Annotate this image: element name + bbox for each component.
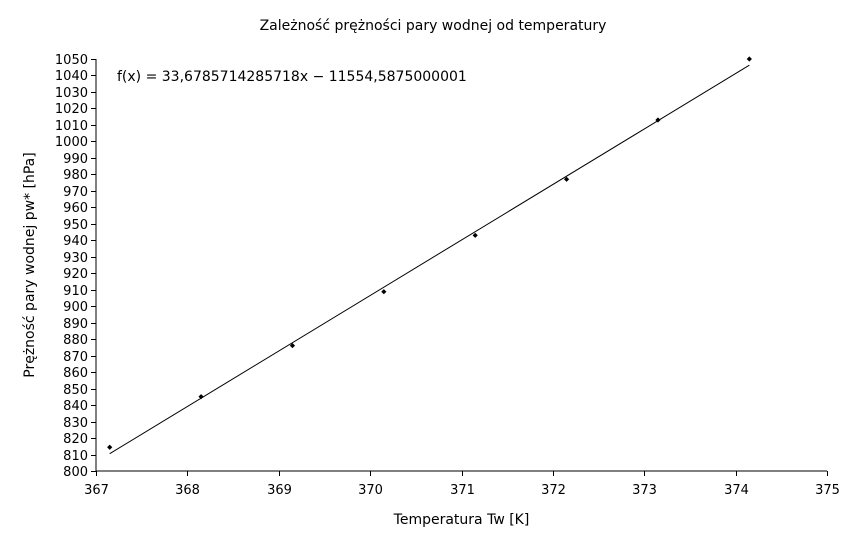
trendline-path — [109, 64, 750, 455]
data-point — [746, 56, 752, 62]
y-tick-label: 890 — [63, 317, 88, 332]
data-point — [289, 342, 296, 349]
y-tick-label: 960 — [63, 201, 88, 216]
y-tick-label: 810 — [63, 449, 88, 464]
y-tick-label: 850 — [63, 383, 88, 398]
y-tick-label: 910 — [63, 284, 88, 299]
data-points — [107, 56, 752, 450]
x-tick-label: 368 — [175, 483, 200, 498]
axes — [95, 59, 827, 472]
x-tick-label: 372 — [541, 483, 566, 498]
y-axis-ticks: 8008108208308408508608708808909009109209… — [55, 53, 96, 480]
y-tick-label: 930 — [63, 251, 88, 266]
y-tick-label: 990 — [63, 152, 88, 167]
x-tick-label: 371 — [450, 483, 475, 498]
y-tick-label: 830 — [63, 416, 88, 431]
y-tick-label: 1050 — [55, 53, 88, 68]
data-point — [472, 232, 478, 238]
x-tick-label: 375 — [815, 483, 840, 498]
x-axis-label: Temperatura Tw [K] — [393, 512, 530, 528]
y-tick-label: 940 — [63, 234, 88, 249]
data-point — [655, 117, 661, 123]
y-tick-label: 1000 — [55, 135, 88, 150]
y-tick-label: 1040 — [55, 69, 88, 84]
y-tick-label: 870 — [63, 350, 88, 365]
chart-title: Zależność prężności pary wodnej od tempe… — [259, 18, 607, 34]
y-axis-label: Prężność pary wodnej pw* [hPa] — [22, 152, 38, 378]
data-point — [107, 444, 113, 450]
y-tick-label: 900 — [63, 300, 88, 315]
data-point — [563, 176, 570, 182]
y-tick-label: 920 — [63, 267, 88, 282]
x-tick-label: 373 — [632, 483, 657, 498]
trendline — [109, 64, 750, 455]
data-point — [198, 394, 204, 400]
x-tick-label: 367 — [84, 483, 109, 498]
y-tick-label: 1010 — [55, 119, 88, 134]
data-point — [381, 289, 387, 295]
y-tick-label: 800 — [63, 465, 88, 480]
y-tick-label: 820 — [63, 432, 88, 447]
y-tick-label: 840 — [63, 399, 88, 414]
x-axis-ticks: 367 368 369 370 371 372 373 374 375 — [84, 471, 840, 498]
trendline-equation: f(x) = 33,6785714285718x − 11554,5875000… — [117, 69, 467, 85]
y-tick-label: 980 — [63, 168, 88, 183]
x-tick-label: 374 — [724, 483, 749, 498]
y-tick-label: 1020 — [55, 102, 88, 117]
x-tick-label: 370 — [358, 483, 383, 498]
y-tick-label: 880 — [63, 333, 88, 348]
y-tick-label: 970 — [63, 185, 88, 200]
y-tick-label: 950 — [63, 218, 88, 233]
y-tick-label: 1030 — [55, 86, 88, 101]
x-tick-label: 369 — [267, 483, 292, 498]
y-tick-label: 860 — [63, 366, 88, 381]
